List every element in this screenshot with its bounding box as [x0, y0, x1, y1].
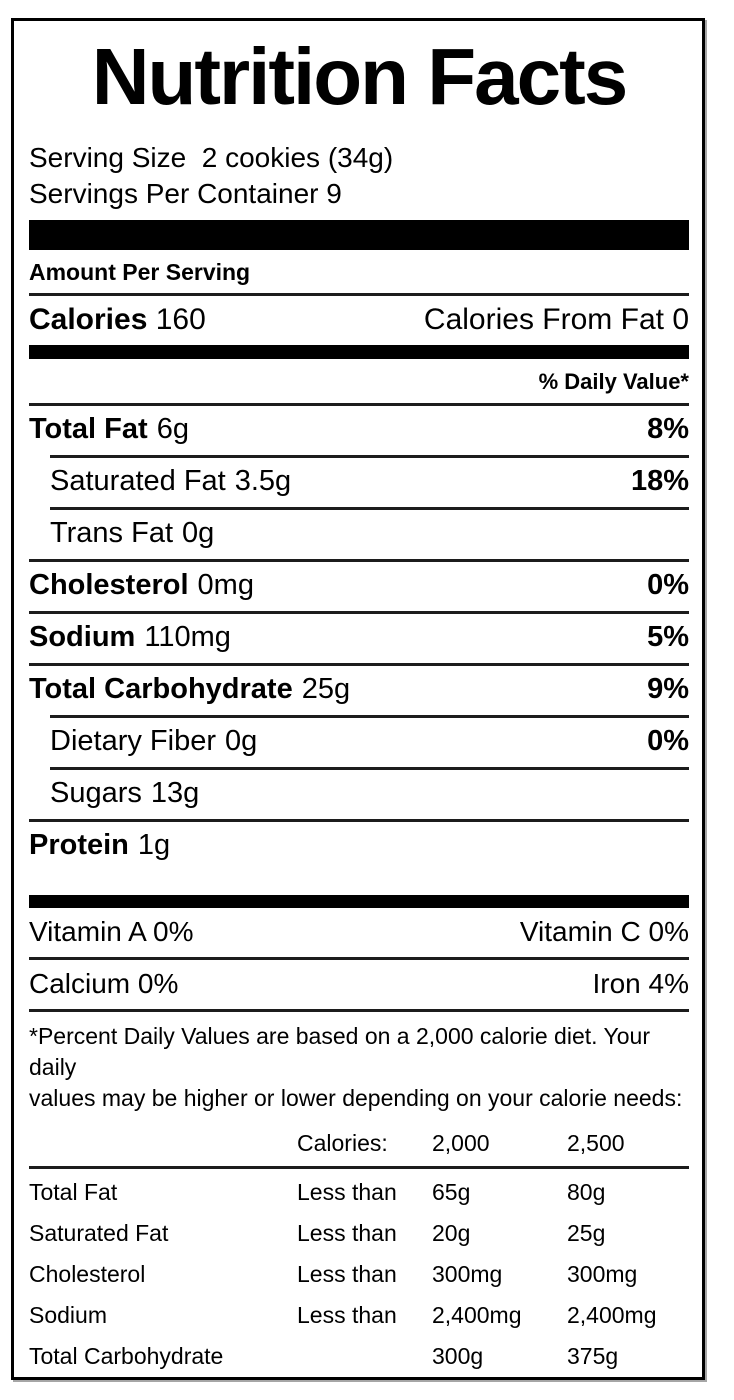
dv-table-row: Sodium Less than 2,400mg 2,400mg	[29, 1301, 657, 1328]
nutrition-facts-label: Nutrition Facts Serving Size 2 cookies (…	[11, 18, 705, 1380]
nutrient-dv: 9%	[647, 672, 689, 705]
divider	[29, 818, 689, 822]
nutrient-row-dietary-fiber: Dietary Fiber 0g 0%	[29, 718, 689, 767]
divider	[29, 610, 689, 614]
divider	[29, 1008, 689, 1012]
divider-indented	[50, 766, 689, 770]
dv-table-row: Dietary Fiber 25g 30g	[29, 1377, 689, 1378]
divider-indented	[50, 454, 689, 458]
nutrient-amount: 3.5g	[234, 464, 292, 497]
nutrient-row-protein: Protein 1g	[29, 822, 689, 871]
nutrient-amount: 13g	[150, 776, 200, 809]
calories-left: Calories 160	[29, 303, 206, 337]
dv-table-row: Total Carbohydrate 300g 375g	[29, 1342, 619, 1369]
divider-indented	[50, 714, 689, 718]
daily-value-header: % Daily Value*	[538, 368, 689, 394]
dv-table-row: Saturated Fat Less than 20g 25g	[29, 1219, 606, 1246]
separator-bar-vitamins	[29, 894, 689, 908]
dv-table-row: Cholesterol Less than 300mg 300mg	[29, 1260, 638, 1287]
nutrient-row-trans-fat: Trans Fat 0g	[29, 510, 689, 559]
dv-table-header: Calories: 2,000 2,500	[29, 1122, 689, 1166]
servings-per-container: Servings Per Container 9	[29, 178, 342, 210]
daily-values-footnote: *Percent Daily Values are based on a 2,0…	[29, 1022, 683, 1111]
nutrient-row-sodium: Sodium 110mg 5%	[29, 614, 689, 663]
separator-bar-mid	[29, 344, 689, 359]
calories-from-fat: Calories From Fat 0	[423, 302, 689, 336]
calories-row: Calories 160 Calories From Fat 0	[29, 296, 689, 345]
divider	[29, 1165, 689, 1169]
nutrient-dv: 8%	[647, 412, 689, 445]
nutrient-amount: 0mg	[197, 568, 254, 601]
nutrient-row-total-carbohydrate: Total Carbohydrate 25g 9%	[29, 666, 689, 715]
label-title: Nutrition Facts	[91, 32, 628, 121]
nutrient-row-sugars: Sugars 13g	[29, 770, 689, 819]
divider	[29, 956, 689, 960]
nutrient-dv: 5%	[647, 620, 689, 653]
nutrient-name: Total Fat	[29, 412, 148, 445]
vitamin-a: Vitamin A 0%	[29, 915, 194, 947]
divider	[29, 662, 689, 666]
vitamin-c: Vitamin C 0%	[519, 915, 689, 947]
calories-label: Calories	[29, 302, 148, 336]
nutrient-name: Sugars	[50, 776, 142, 809]
nutrient-name: Trans Fat	[50, 516, 174, 549]
nutrient-amount: 110mg	[144, 620, 231, 653]
nutrient-row-saturated-fat: Saturated Fat 3.5g 18%	[29, 458, 689, 507]
divider	[29, 558, 689, 562]
serving-size: Serving Size 2 cookies (34g)	[29, 142, 394, 174]
nutrient-amount: 0g	[182, 516, 215, 549]
nutrient-row-cholesterol: Cholesterol 0mg 0%	[29, 562, 689, 611]
vitamin-row-1: Vitamin A 0% Vitamin C 0%	[29, 908, 689, 957]
calcium: Calcium 0%	[29, 967, 179, 999]
nutrient-name: Dietary Fiber	[50, 724, 216, 757]
separator-bar-thick	[29, 219, 689, 250]
nutrient-row-total-fat: Total Fat 6g 8%	[29, 406, 689, 455]
daily-values-table: Calories: 2,000 2,500 Total Fat Less tha…	[29, 1122, 689, 1378]
nutrient-amount: 25g	[301, 672, 351, 705]
dv-table-row: Total Fat Less than 65g 80g	[29, 1178, 606, 1205]
divider-indented	[50, 506, 689, 510]
nutrient-name: Sodium	[29, 620, 136, 653]
nutrient-name: Protein	[29, 828, 129, 861]
header-2000: 2,000	[432, 1129, 490, 1156]
nutrient-dv: 0%	[647, 568, 689, 601]
nutrient-dv: 18%	[630, 464, 689, 497]
nutrient-dv: 0%	[647, 724, 689, 757]
vitamin-row-2: Calcium 0% Iron 4%	[29, 960, 689, 1009]
divider	[29, 292, 689, 296]
calories-value: 160	[155, 302, 206, 336]
nutrient-amount: 1g	[137, 828, 171, 861]
nutrient-name: Saturated Fat	[50, 464, 226, 497]
nutrient-name: Cholesterol	[29, 568, 189, 601]
amount-per-serving-heading: Amount Per Serving	[29, 258, 251, 285]
nutrient-amount: 0g	[225, 724, 258, 757]
header-calories: Calories:	[297, 1129, 388, 1156]
header-2500: 2,500	[567, 1129, 625, 1156]
nutrient-name: Total Carbohydrate	[29, 672, 293, 705]
divider	[29, 402, 689, 406]
nutrient-amount: 6g	[156, 412, 189, 445]
iron: Iron 4%	[592, 967, 690, 999]
